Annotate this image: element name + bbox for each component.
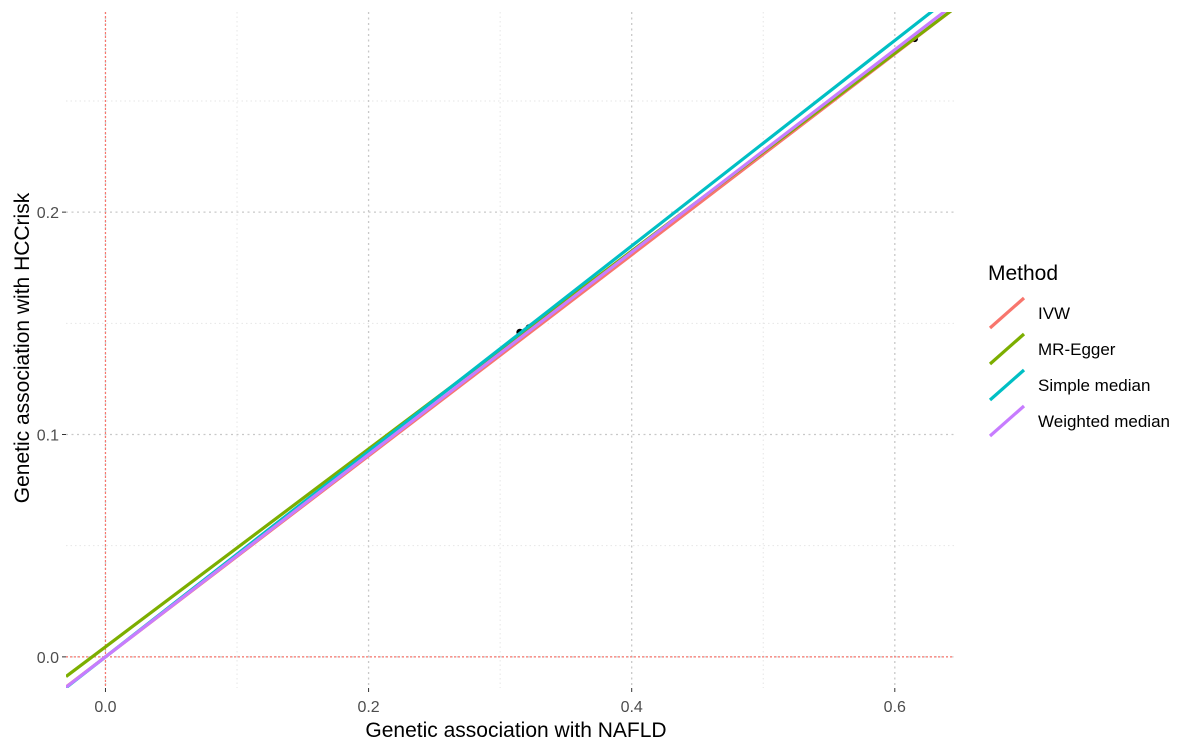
y-tick-label: 0.0 (37, 650, 59, 667)
x-axis-ticks: 0.0 0.2 0.4 0.6 (94, 688, 906, 716)
x-tick-label: 0.4 (621, 699, 643, 716)
x-axis-title: Genetic association with NAFLD (365, 719, 666, 742)
legend-label: IVW (1038, 304, 1070, 323)
legend: Method IVW MR-Egger Simple median Weighted … (988, 262, 1170, 438)
y-axis-ticks: 0.0 0.1 0.2 (37, 205, 66, 667)
x-tick-label: 0.2 (357, 699, 379, 716)
legend-items: IVW MR-Egger Simple median Weighted median (988, 296, 1170, 438)
legend-key-mr-egger (988, 332, 1026, 366)
legend-key-ivw (988, 296, 1026, 330)
legend-title: Method (988, 262, 1058, 285)
series-line-weighted-median (66, 12, 947, 688)
legend-label: Weighted median (1038, 412, 1170, 431)
legend-key-weighted-median (988, 404, 1026, 438)
method-lines (66, 12, 953, 688)
legend-key-simple-median (988, 368, 1026, 402)
legend-label: Simple median (1038, 376, 1150, 395)
legend-label: MR-Egger (1038, 340, 1116, 359)
y-axis-title: Genetic association with HCCrisk (11, 192, 34, 503)
y-tick-label: 0.2 (37, 205, 59, 222)
y-tick-label: 0.1 (37, 428, 59, 445)
reference-lines (66, 12, 954, 688)
x-tick-label: 0.0 (94, 699, 116, 716)
x-tick-label: 0.6 (884, 699, 906, 716)
